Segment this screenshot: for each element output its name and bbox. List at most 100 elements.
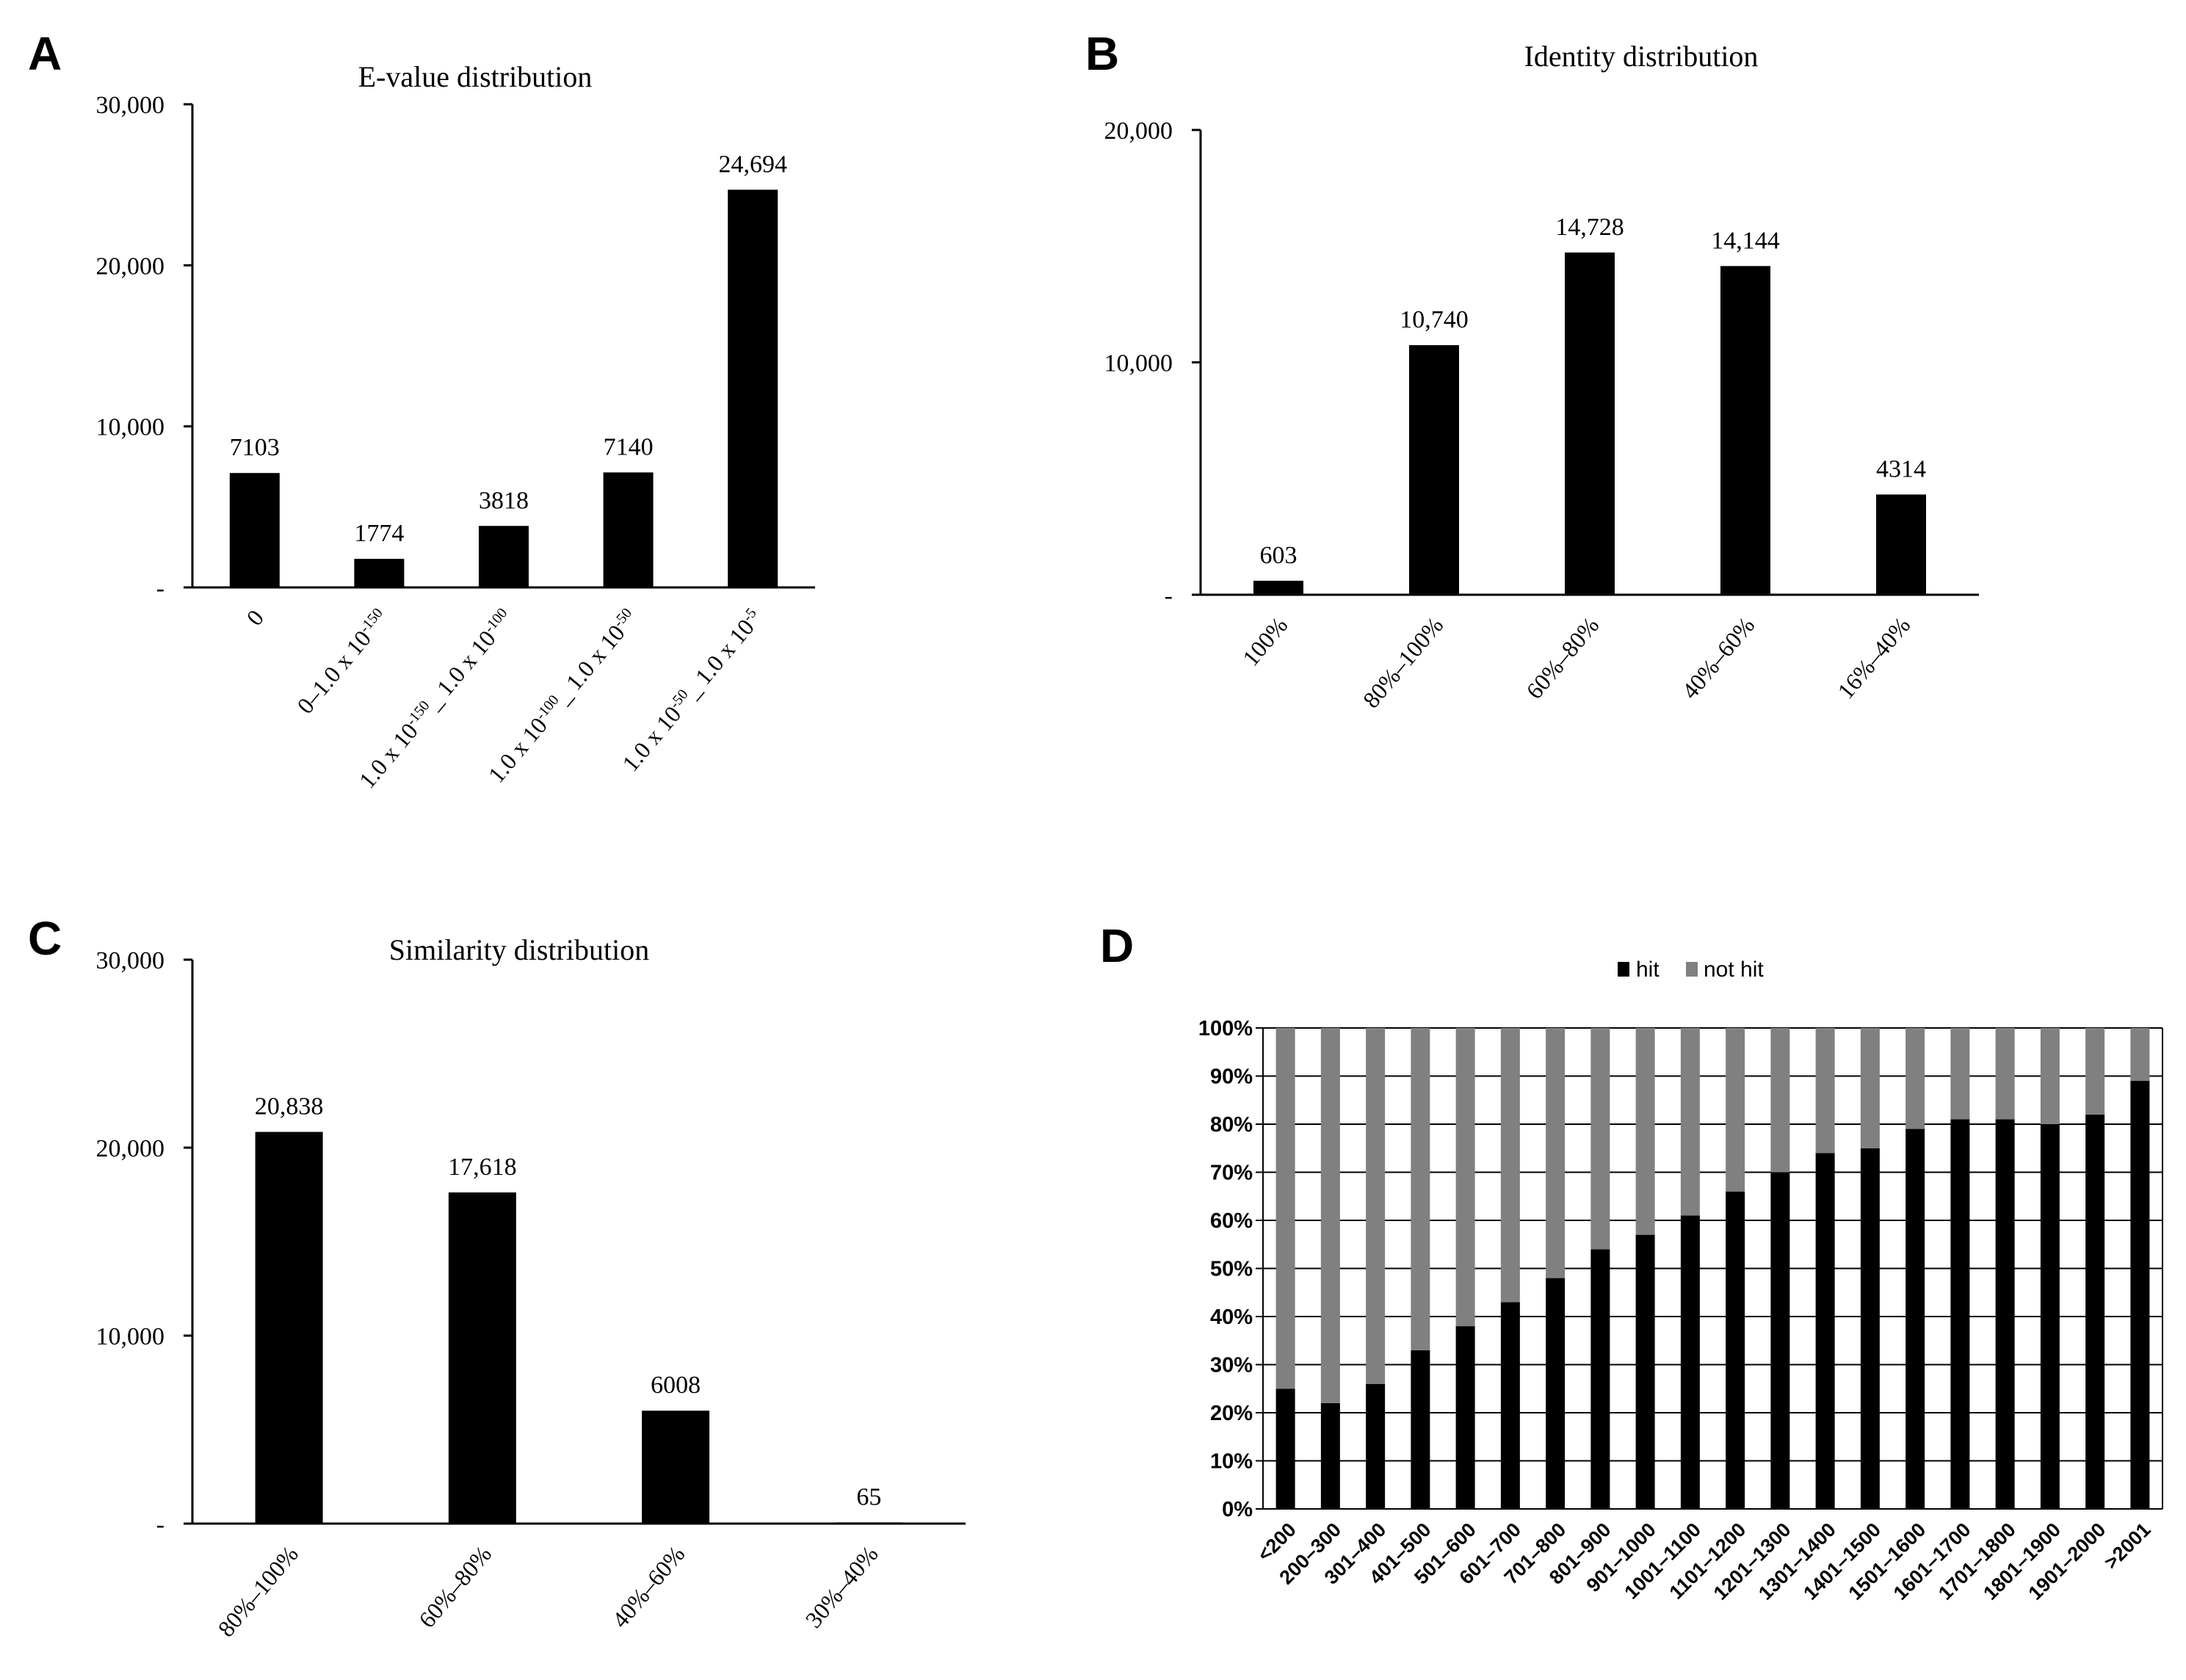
x-tick-label: 0 <box>241 604 269 630</box>
y-tick-label: 20% <box>1210 1402 1253 1425</box>
y-tick-label: 50% <box>1210 1258 1253 1281</box>
data-label: 10,740 <box>1400 306 1469 333</box>
bar <box>728 189 778 587</box>
bar <box>255 1132 323 1524</box>
bar <box>479 526 529 587</box>
y-tick-label: 20,000 <box>1104 117 1173 145</box>
y-tick-label: - <box>1165 582 1173 609</box>
bar-hit <box>1455 1326 1475 1509</box>
x-tick-label: 0–1.0 x 10-150 <box>292 604 394 718</box>
y-tick-label: 30,000 <box>96 92 165 119</box>
bar <box>835 1522 903 1524</box>
y-tick-label: - <box>156 1511 164 1538</box>
bar <box>1876 494 1926 595</box>
bar <box>1253 580 1303 595</box>
y-tick-label: 90% <box>1210 1065 1253 1089</box>
y-tick-label: - <box>156 575 164 602</box>
bar-hit <box>1546 1278 1566 1509</box>
bar-not-hit <box>1860 1028 1880 1148</box>
x-tick-label: 40%–60% <box>1676 612 1759 703</box>
y-tick-label: 60% <box>1210 1209 1253 1233</box>
bar-hit <box>1680 1215 1700 1509</box>
data-label: 1774 <box>354 520 404 547</box>
x-tick-label: 60%–80% <box>1521 612 1604 703</box>
data-label: 20,838 <box>255 1093 324 1120</box>
bar <box>603 472 654 587</box>
y-tick-label: 100% <box>1198 1017 1253 1040</box>
legend-swatch-not-hit <box>1686 962 1698 977</box>
bar-not-hit <box>1815 1028 1835 1154</box>
bar-not-hit <box>1995 1028 2015 1120</box>
bar-not-hit <box>1546 1028 1566 1278</box>
y-tick-label: 10,000 <box>1104 350 1173 377</box>
bar-not-hit <box>1635 1028 1655 1235</box>
panel-letter-a: A <box>28 27 62 80</box>
bar <box>1565 252 1615 595</box>
y-tick-label: 10,000 <box>96 414 165 441</box>
bar-not-hit <box>2085 1028 2105 1115</box>
bar-not-hit <box>1680 1028 1700 1216</box>
bar <box>354 559 405 587</box>
x-tick-label: 100% <box>1237 612 1293 670</box>
x-tick-label: 40%–60% <box>607 1540 690 1632</box>
y-tick-label: 40% <box>1210 1306 1253 1329</box>
x-tick-label: 80%–100% <box>212 1540 303 1642</box>
bar-not-hit <box>1320 1028 1340 1403</box>
bar-not-hit <box>1500 1028 1520 1303</box>
x-tick-label: 16%–40% <box>1832 612 1915 703</box>
bar-hit <box>1726 1191 1745 1509</box>
chart-title: Similarity distribution <box>389 933 649 966</box>
bar-hit <box>1995 1119 2015 1509</box>
data-label: 603 <box>1260 542 1298 569</box>
y-tick-label: 10,000 <box>96 1323 165 1350</box>
bar-hit <box>1635 1234 1655 1509</box>
y-tick-label: 30% <box>1210 1354 1253 1377</box>
chart-d-hit-proportion: hit not hit 0% 10% 20% 30% 40% 50% 60% 70% 80% 90% 1… <box>1198 957 2163 1604</box>
x-tick-label: 1.0 x 10-50_ 1.0 x 10-5 <box>617 604 767 776</box>
bar <box>1409 345 1459 595</box>
y-tick-label: 10% <box>1210 1450 1253 1474</box>
bar-hit <box>1770 1172 1790 1509</box>
x-tick-label: 30%–40% <box>800 1540 883 1632</box>
y-tick-label: 20,000 <box>96 1135 165 1162</box>
y-tick-label: 30,000 <box>96 947 165 974</box>
y-tick-label: 70% <box>1210 1162 1253 1185</box>
bar-not-hit <box>1905 1028 1925 1129</box>
bar-hit <box>2085 1114 2105 1509</box>
legend-label-not-hit: not hit <box>1704 957 1764 982</box>
bar-hit <box>1411 1350 1430 1509</box>
bar-not-hit <box>1770 1028 1790 1173</box>
data-label: 65 <box>856 1483 881 1510</box>
x-tick-label: 80%–100% <box>1358 612 1449 713</box>
data-label: 14,728 <box>1555 214 1624 241</box>
bar-not-hit <box>1411 1028 1430 1350</box>
data-label: 4314 <box>1876 455 1926 482</box>
bar-not-hit <box>1590 1028 1610 1250</box>
bar-hit <box>1320 1402 1340 1509</box>
y-tick-label: 20,000 <box>96 253 165 280</box>
bar-not-hit <box>2130 1028 2150 1082</box>
data-label: 7103 <box>230 434 280 461</box>
bar <box>1720 266 1770 595</box>
legend-label-hit: hit <box>1636 957 1660 982</box>
x-tick-label: >2001 <box>2100 1518 2155 1574</box>
data-label: 14,144 <box>1711 227 1780 254</box>
bar-hit <box>1950 1119 1970 1509</box>
bar-not-hit <box>1366 1028 1386 1384</box>
chart-a-evalue-distribution: E-value distribution - 10,000 20,000 30,000 7… <box>96 60 815 793</box>
bar-hit <box>2130 1081 2150 1509</box>
y-tick-label: 0% <box>1222 1498 1253 1521</box>
bar-hit <box>1275 1388 1295 1509</box>
bar-not-hit <box>1950 1028 1970 1120</box>
bar-hit <box>1366 1383 1386 1509</box>
panel-letter-d: D <box>1100 919 1134 972</box>
bar-hit <box>1860 1148 1880 1509</box>
bar <box>642 1411 710 1524</box>
panel-letter-b: B <box>1085 27 1119 80</box>
bar-not-hit <box>1455 1028 1475 1327</box>
bar-hit <box>2040 1124 2060 1509</box>
panel-letter-c: C <box>28 912 62 965</box>
data-label: 7140 <box>604 433 654 460</box>
y-tick-label: 80% <box>1210 1113 1253 1137</box>
